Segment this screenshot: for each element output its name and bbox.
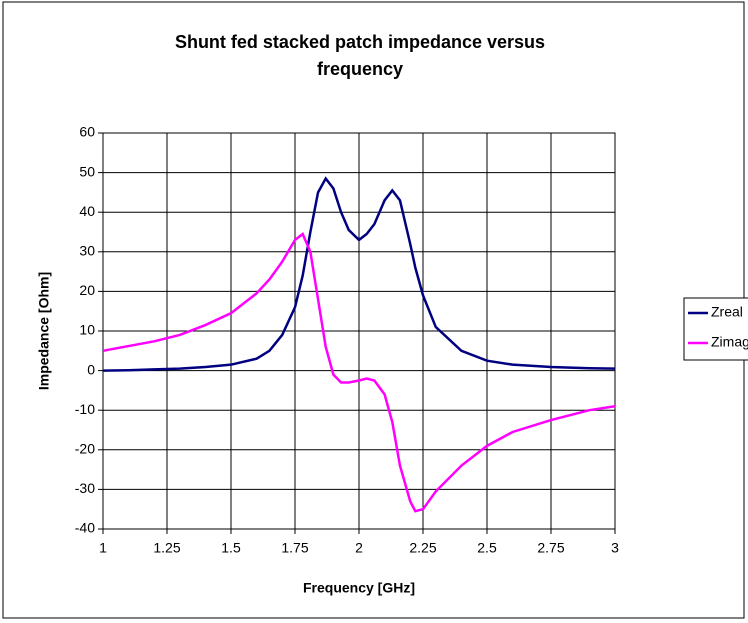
y-tick-label: -20	[75, 441, 95, 457]
series-line	[102, 232, 616, 513]
chart-title: frequency	[317, 59, 403, 79]
legend-label: Zimag	[711, 334, 748, 350]
x-tick-label: 2.5	[477, 540, 497, 556]
y-tick-label: 20	[79, 282, 95, 298]
y-tick-label: -10	[75, 401, 95, 417]
y-tick-label: 10	[79, 322, 95, 338]
y-tick-label: 40	[79, 203, 95, 219]
y-axis-title: Impedance [Ohm]	[36, 272, 52, 390]
x-tick-label: 2	[355, 540, 363, 556]
x-tick-label: 3	[611, 540, 619, 556]
legend-label: Zreal	[711, 304, 743, 320]
y-tick-label: 0	[87, 361, 95, 377]
y-tick-label: -40	[75, 520, 95, 536]
x-tick-label: 2.25	[409, 540, 436, 556]
chart-title: Shunt fed stacked patch impedance versus	[175, 32, 545, 52]
y-tick-label: -30	[75, 480, 95, 496]
x-tick-label: 1	[99, 540, 107, 556]
x-axis-title: Frequency [GHz]	[303, 580, 415, 596]
x-tick-label: 1.5	[221, 540, 241, 556]
y-tick-label: 30	[79, 243, 95, 259]
y-tick-label: 60	[79, 124, 95, 140]
x-tick-label: 2.75	[537, 540, 564, 556]
legend-box	[683, 297, 748, 361]
series-line	[102, 176, 616, 372]
x-tick-label: 1.25	[153, 540, 180, 556]
y-tick-label: 50	[79, 163, 95, 179]
plot-border	[102, 132, 616, 530]
x-tick-label: 1.75	[281, 540, 308, 556]
